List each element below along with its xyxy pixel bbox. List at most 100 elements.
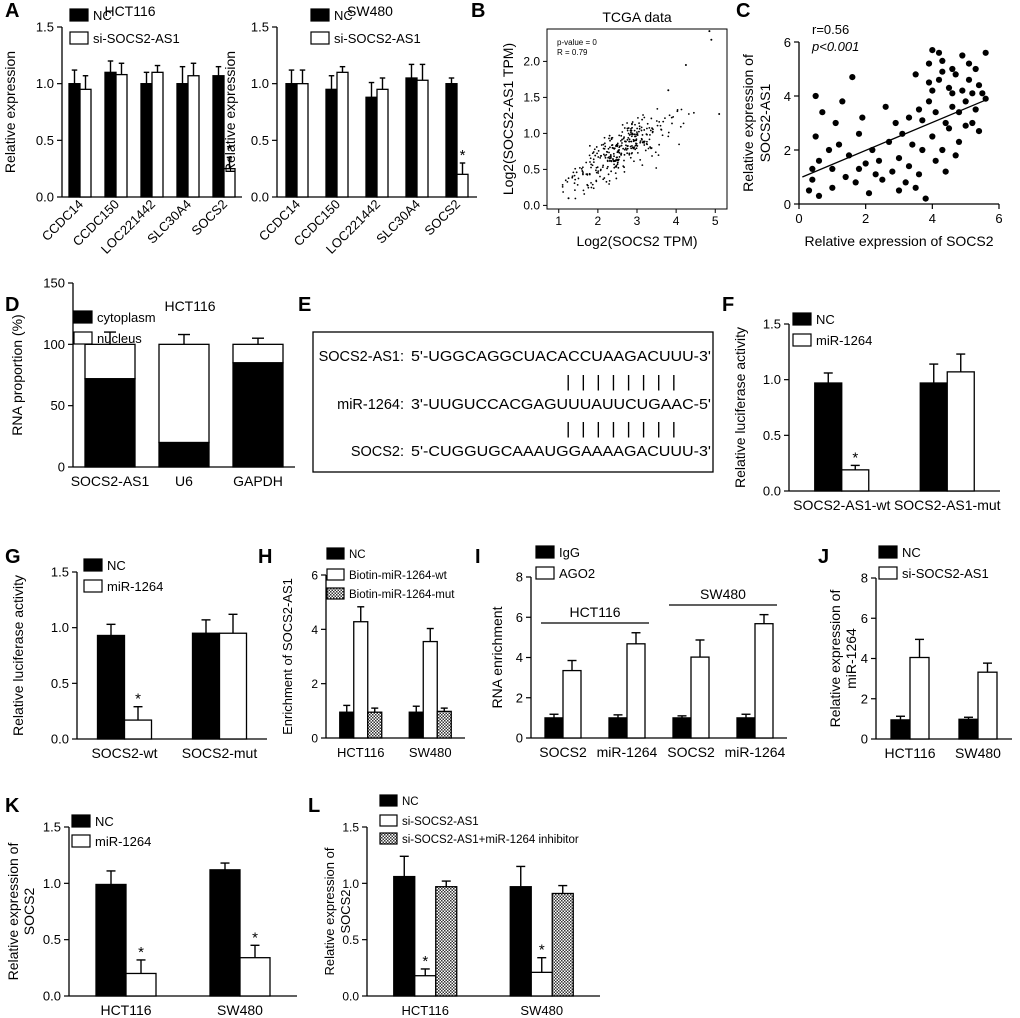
data-point bbox=[633, 133, 636, 136]
data-point bbox=[608, 137, 610, 140]
bar-biotin-mir-1264-wt bbox=[353, 621, 369, 739]
y-tick-label: 6 bbox=[784, 35, 791, 50]
data-point bbox=[599, 169, 602, 172]
data-point bbox=[590, 181, 592, 184]
data-point bbox=[672, 115, 675, 118]
legend-label-si-socs2-as1: si-SOCS2-AS1 bbox=[93, 31, 180, 46]
data-point bbox=[667, 89, 670, 92]
legend-label-nc: NC bbox=[349, 549, 366, 561]
legend-swatch-si-socs2-as1 bbox=[310, 31, 330, 45]
data-point bbox=[589, 161, 591, 163]
data-point bbox=[656, 124, 659, 127]
data-point bbox=[630, 131, 632, 134]
data-point bbox=[591, 164, 594, 167]
data-point bbox=[622, 137, 625, 140]
bar-si-socs2-as1 bbox=[414, 975, 437, 997]
data-point bbox=[925, 98, 933, 105]
data-point bbox=[649, 129, 652, 132]
legend-label-mir-1264: miR-1264 bbox=[816, 333, 872, 348]
bar-ago2 bbox=[626, 643, 646, 739]
data-point bbox=[616, 151, 619, 154]
data-point bbox=[616, 156, 619, 159]
data-point bbox=[962, 122, 969, 129]
data-point bbox=[643, 144, 646, 146]
data-point bbox=[633, 160, 635, 163]
data-point bbox=[604, 145, 607, 148]
legend-swatch-si-socs2-as1 bbox=[69, 31, 89, 45]
chart-title: HCT116 bbox=[164, 298, 215, 314]
y-axis-label-line2: SOCS2 bbox=[21, 888, 37, 936]
x-tick-label: 6 bbox=[995, 211, 1002, 226]
bar-nc bbox=[176, 83, 189, 198]
data-point bbox=[809, 176, 816, 183]
legend-label-si-socs2-as1-mir-1264-inhibitor: si-SOCS2-AS1+miR-1264 inhibitor bbox=[402, 834, 579, 846]
y-axis-label-line1: Relative expression of bbox=[5, 843, 21, 981]
bar-nucleus bbox=[232, 343, 284, 364]
data-point bbox=[640, 129, 643, 132]
data-point bbox=[662, 120, 665, 123]
y-axis-label: Relative expression bbox=[222, 51, 238, 173]
data-point bbox=[643, 140, 646, 143]
y-tick-label: 0 bbox=[861, 732, 868, 747]
y-axis-label: Relative expression bbox=[2, 51, 18, 173]
data-point bbox=[612, 152, 615, 155]
data-point bbox=[564, 179, 567, 182]
chart-l: 0.0 0.5 1.0 1.5 Relative expression of SOCS2 L… bbox=[308, 794, 600, 1018]
data-point bbox=[919, 146, 926, 154]
bar-biotin-mir-1264-mut bbox=[436, 710, 452, 739]
data-point bbox=[616, 163, 619, 166]
data-point bbox=[667, 135, 670, 138]
data-point bbox=[602, 153, 605, 156]
bar-nucleus bbox=[84, 343, 136, 380]
data-point bbox=[708, 30, 711, 33]
data-point bbox=[643, 129, 646, 131]
legend-swatch-nc bbox=[792, 312, 812, 326]
data-point bbox=[919, 117, 926, 124]
data-point bbox=[889, 168, 896, 175]
x-tick-label: 4 bbox=[673, 214, 680, 228]
data-point bbox=[929, 47, 936, 54]
data-point bbox=[643, 116, 646, 119]
data-point bbox=[562, 191, 565, 193]
data-point bbox=[641, 118, 644, 121]
data-point bbox=[835, 141, 843, 148]
legend-label-nc: NC bbox=[93, 8, 112, 23]
data-point bbox=[649, 134, 651, 136]
data-point bbox=[627, 136, 630, 139]
data-point bbox=[676, 109, 679, 111]
data-point bbox=[592, 158, 595, 161]
y-tick-label: 8 bbox=[516, 570, 523, 585]
bar-si-socs2-as1-mir-1264-inhibitor bbox=[551, 892, 574, 997]
legend-swatch-nc bbox=[69, 8, 89, 22]
data-point bbox=[625, 144, 627, 147]
y-axis-label: Relative luciferase activity bbox=[10, 575, 26, 736]
data-point bbox=[608, 160, 611, 162]
y-axis-label: Log2(SOCS2-AS1 TPM) bbox=[500, 43, 516, 195]
data-point bbox=[955, 109, 963, 116]
data-point bbox=[608, 179, 611, 182]
data-point bbox=[852, 179, 859, 186]
legend-swatch-ago2 bbox=[535, 566, 555, 580]
y-tick-label: 0.5 bbox=[523, 162, 540, 176]
data-point bbox=[602, 143, 605, 146]
bar-si-socs2-as1 bbox=[187, 75, 200, 198]
bar-si-socs2-as1 bbox=[909, 656, 930, 740]
data-point bbox=[939, 146, 946, 154]
data-point bbox=[718, 112, 721, 115]
data-point bbox=[608, 134, 611, 137]
bar-si-socs2-as1 bbox=[115, 73, 128, 198]
legend-swatch-si-socs2-as1 bbox=[878, 566, 898, 580]
data-point bbox=[631, 133, 634, 136]
data-point bbox=[895, 155, 903, 162]
data-point bbox=[809, 165, 816, 172]
data-point bbox=[587, 186, 590, 189]
y-tick-label: 0.0 bbox=[342, 990, 359, 1004]
y-tick-label: 0.0 bbox=[763, 484, 781, 499]
data-point bbox=[855, 130, 863, 137]
data-point bbox=[626, 152, 629, 155]
y-tick-label: 0.0 bbox=[251, 190, 269, 205]
data-point bbox=[650, 117, 653, 120]
data-point bbox=[638, 127, 641, 130]
y-axis-label: Enrichment of SOCS2-AS1 bbox=[280, 578, 295, 735]
data-point bbox=[949, 90, 956, 97]
